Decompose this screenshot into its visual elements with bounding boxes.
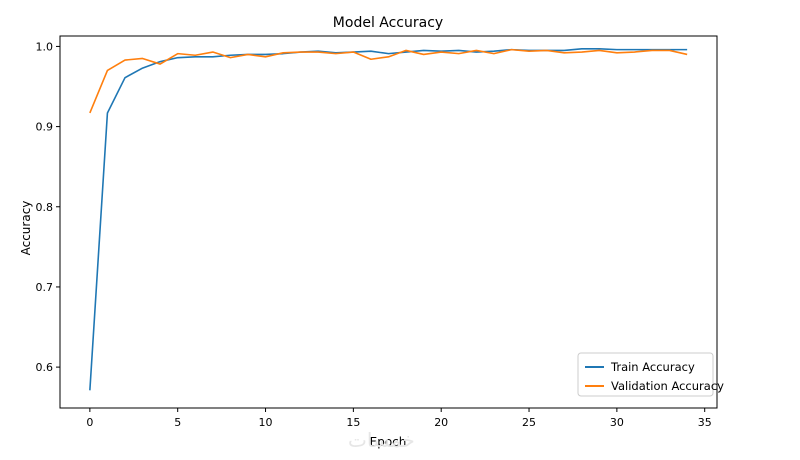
legend-label-validation: Validation Accuracy bbox=[611, 379, 724, 393]
y-tick-label: 0.8 bbox=[36, 201, 54, 214]
x-tick-label: 35 bbox=[698, 416, 712, 429]
y-tick-label: 0.7 bbox=[36, 281, 54, 294]
x-tick-label: 10 bbox=[259, 416, 273, 429]
x-tick-label: 0 bbox=[86, 416, 93, 429]
x-tick-label: 15 bbox=[346, 416, 360, 429]
x-tick-label: 20 bbox=[434, 416, 448, 429]
plot-area bbox=[59, 35, 718, 409]
x-tick-label: 25 bbox=[522, 416, 536, 429]
legend: Train Accuracy Validation Accuracy bbox=[577, 352, 724, 397]
legend-label-train: Train Accuracy bbox=[610, 360, 695, 374]
y-tick-label: 0.9 bbox=[36, 121, 54, 134]
y-axis: 0.6 0.7 0.8 0.9 1.0 bbox=[36, 40, 60, 374]
series-lines bbox=[89, 48, 688, 391]
train-accuracy-line bbox=[89, 48, 688, 391]
x-axis: 0 5 10 15 20 25 30 35 bbox=[86, 408, 712, 429]
plot-frame bbox=[59, 35, 718, 409]
y-tick-label: 0.6 bbox=[36, 361, 54, 374]
y-tick-label: 1.0 bbox=[36, 40, 54, 53]
legend-box bbox=[577, 352, 714, 397]
y-axis-label: Accuracy bbox=[19, 201, 33, 256]
x-tick-label: 30 bbox=[610, 416, 624, 429]
x-axis-label: Epoch bbox=[370, 435, 407, 449]
validation-accuracy-line bbox=[89, 48, 688, 114]
x-tick-label: 5 bbox=[174, 416, 181, 429]
chart-title: Model Accuracy bbox=[333, 15, 443, 31]
